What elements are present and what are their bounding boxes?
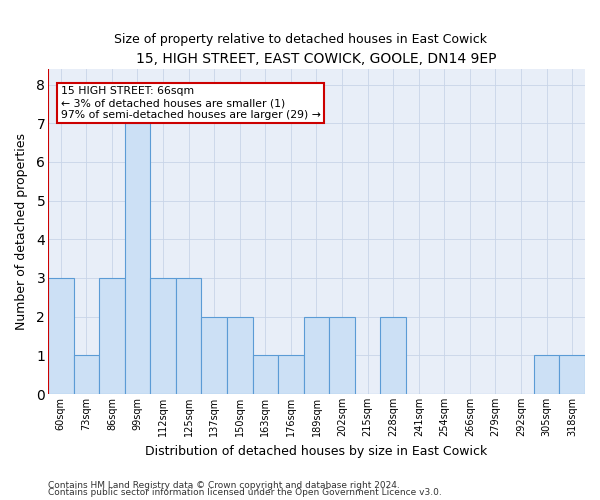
Bar xyxy=(48,278,74,394)
Bar xyxy=(253,356,278,394)
Bar xyxy=(534,356,559,394)
Bar xyxy=(99,278,125,394)
Y-axis label: Number of detached properties: Number of detached properties xyxy=(15,133,28,330)
Bar xyxy=(227,316,253,394)
Bar xyxy=(202,316,227,394)
Bar xyxy=(329,316,355,394)
Text: 15 HIGH STREET: 66sqm
← 3% of detached houses are smaller (1)
97% of semi-detach: 15 HIGH STREET: 66sqm ← 3% of detached h… xyxy=(61,86,320,120)
Bar xyxy=(125,123,150,394)
Text: Size of property relative to detached houses in East Cowick: Size of property relative to detached ho… xyxy=(113,32,487,46)
Text: Contains HM Land Registry data © Crown copyright and database right 2024.: Contains HM Land Registry data © Crown c… xyxy=(48,480,400,490)
Bar xyxy=(278,356,304,394)
Text: Contains public sector information licensed under the Open Government Licence v3: Contains public sector information licen… xyxy=(48,488,442,497)
Bar xyxy=(380,316,406,394)
Bar xyxy=(559,356,585,394)
Title: 15, HIGH STREET, EAST COWICK, GOOLE, DN14 9EP: 15, HIGH STREET, EAST COWICK, GOOLE, DN1… xyxy=(136,52,497,66)
X-axis label: Distribution of detached houses by size in East Cowick: Distribution of detached houses by size … xyxy=(145,444,488,458)
Bar xyxy=(74,356,99,394)
Bar xyxy=(304,316,329,394)
Bar xyxy=(150,278,176,394)
Bar xyxy=(176,278,202,394)
